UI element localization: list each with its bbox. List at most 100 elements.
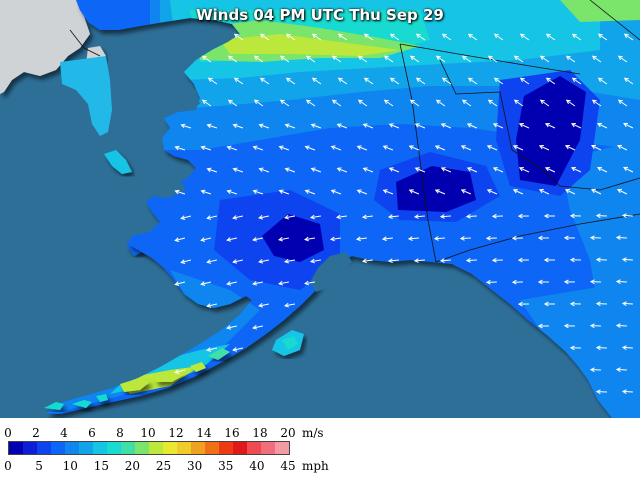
ms-tick-label: 14 xyxy=(196,426,212,440)
wind-arrow-head xyxy=(362,167,368,172)
wind-arrow xyxy=(202,99,212,107)
wind-arrow xyxy=(460,237,471,240)
legend-swatch xyxy=(37,442,51,454)
wind-arrow xyxy=(436,55,446,63)
wind-arrow xyxy=(409,189,420,195)
wind-map-canvas xyxy=(0,0,640,418)
wind-arrow xyxy=(233,215,244,219)
wind-arrow-head xyxy=(441,77,447,83)
wind-arrow xyxy=(201,281,212,285)
wind-arrow xyxy=(310,215,321,219)
wind-arrow xyxy=(312,33,322,41)
wind-arrow-head xyxy=(233,77,239,83)
wind-arrow-head xyxy=(441,33,447,39)
wind-arrow xyxy=(358,99,368,107)
wind-arrow xyxy=(284,259,295,263)
wind-arrow-head xyxy=(596,122,602,128)
wind-arrow-head xyxy=(409,99,415,105)
wind-arrow-head xyxy=(227,55,233,61)
wind-arrow xyxy=(388,215,399,218)
wind-arrow-head xyxy=(258,303,264,308)
wind-arrow-head xyxy=(232,167,238,173)
wind-arrow xyxy=(487,145,498,151)
wind-arrow-head xyxy=(544,167,550,172)
wind-arrow-head xyxy=(595,301,601,307)
mph-tick-label: 40 xyxy=(249,459,265,473)
mph-tick-label: 30 xyxy=(187,459,203,473)
wind-arrow-head xyxy=(329,236,335,242)
wind-arrow-head xyxy=(465,257,471,263)
wind-arrow-head xyxy=(284,167,290,172)
wind-arrow xyxy=(234,77,244,85)
wind-arrow xyxy=(331,189,342,195)
wind-arrow-head xyxy=(621,389,627,394)
wind-arrow-head xyxy=(596,166,602,172)
wind-arrow-head xyxy=(383,99,389,105)
wind-arrow xyxy=(181,124,192,129)
wind-arrow-head xyxy=(491,213,497,219)
wind-arrow-head xyxy=(543,301,549,307)
wind-arrow xyxy=(259,168,270,173)
wind-arrow xyxy=(227,190,238,195)
wind-arrow-head xyxy=(595,257,601,263)
wind-arrow-head xyxy=(252,325,258,330)
wind-arrow xyxy=(493,123,504,129)
wind-arrow-head xyxy=(355,236,361,242)
wind-arrow xyxy=(415,167,426,173)
wind-arrow-head xyxy=(486,189,492,194)
wind-arrow-head xyxy=(621,213,627,218)
wind-arrow xyxy=(181,259,192,263)
legend-swatch xyxy=(149,442,163,454)
wind-arrow xyxy=(227,325,238,329)
wind-arrow xyxy=(390,77,400,85)
wind-arrow-head xyxy=(513,99,519,105)
wind-arrow xyxy=(618,55,628,63)
wind-arrow-head xyxy=(304,236,309,242)
wind-arrow-head xyxy=(485,235,491,241)
wind-arrow-head xyxy=(565,99,571,105)
wind-arrow xyxy=(461,145,472,151)
wind-arrow-head xyxy=(537,235,543,241)
wind-arrow xyxy=(279,146,290,151)
aleutian-islands xyxy=(44,394,108,410)
wind-arrow-head xyxy=(258,123,264,128)
wind-arrow xyxy=(253,237,264,241)
wind-arrow-head xyxy=(311,33,317,39)
wind-arrow xyxy=(566,99,576,107)
wind-arrow xyxy=(383,145,394,151)
wind-arrow-head xyxy=(623,77,629,83)
wind-arrow xyxy=(591,145,602,151)
wind-arrow-head xyxy=(511,235,517,241)
wind-arrow xyxy=(357,189,368,195)
wind-arrow-head xyxy=(279,55,285,61)
wind-arrow xyxy=(388,259,399,262)
wind-arrow-head xyxy=(388,123,394,128)
wind-arrow xyxy=(306,99,316,107)
wind-arrow xyxy=(622,258,633,261)
wind-arrow xyxy=(253,325,264,329)
wind-arrow xyxy=(408,237,419,240)
aleutian-islands-green xyxy=(208,348,230,360)
wind-arrow xyxy=(181,215,192,219)
wind-arrow-head xyxy=(200,145,206,151)
wind-arrow-head xyxy=(201,55,207,61)
wind-arrow-head xyxy=(485,279,491,285)
wind-arrow-head xyxy=(174,281,180,286)
wind-arrow xyxy=(565,189,576,195)
wind-arrow-head xyxy=(357,99,363,105)
ms-tick-label: 4 xyxy=(60,426,68,440)
wind-arrow-head xyxy=(330,189,336,194)
mph-tick-label: 10 xyxy=(62,459,78,473)
wind-arrow-head xyxy=(493,33,499,39)
ms-tick-label: 16 xyxy=(224,426,240,440)
legend-swatch xyxy=(219,442,233,454)
wind-arrow xyxy=(228,99,238,107)
wind-arrow xyxy=(260,33,270,41)
wind-arrow-head xyxy=(597,77,603,83)
map-title: Winds 04 PM UTC Thu Sep 29 xyxy=(196,6,444,24)
wind-arrow-head xyxy=(252,237,258,242)
wind-arrow-head xyxy=(336,167,342,172)
wind-arrow xyxy=(545,167,556,173)
st-lawrence-island xyxy=(104,150,132,174)
wind-arrow-head xyxy=(563,323,569,329)
